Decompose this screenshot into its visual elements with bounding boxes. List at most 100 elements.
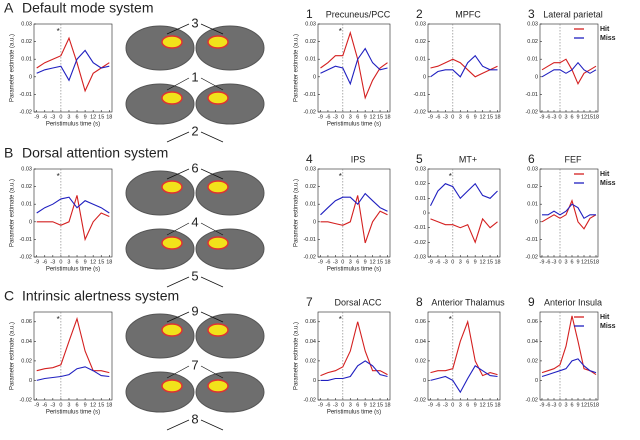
x-tick-label: 0 bbox=[59, 259, 62, 265]
x-tick-label: 18 bbox=[106, 259, 112, 265]
y-axis-label: Parameter estimate (a.u.) bbox=[294, 179, 300, 247]
x-tick-label: -9 bbox=[318, 259, 323, 265]
panel-number: 7 bbox=[306, 295, 313, 309]
pointer bbox=[166, 222, 190, 236]
panel-number: 2 bbox=[416, 7, 423, 21]
activation bbox=[207, 379, 229, 393]
y-tick-label: 0.02 bbox=[21, 358, 32, 364]
brain-label: 2 bbox=[191, 123, 198, 138]
y-tick-label: 0.06 bbox=[305, 319, 316, 325]
x-tick-label: -9 bbox=[428, 114, 433, 120]
x-tick-label: 0 bbox=[451, 114, 454, 120]
x-tick-label: -3 bbox=[333, 114, 338, 120]
brain bbox=[125, 313, 195, 359]
x-tick-label: 18 bbox=[494, 259, 500, 265]
pointer bbox=[200, 311, 224, 323]
row-title: Default mode system bbox=[22, 0, 154, 16]
x-tick-label: 0 bbox=[341, 402, 344, 408]
y-tick-label: -0.02 bbox=[303, 109, 316, 115]
series-line bbox=[36, 366, 110, 381]
panel-number: 8 bbox=[416, 295, 423, 309]
brain bbox=[125, 228, 195, 270]
plot-frame bbox=[33, 23, 113, 113]
y-axis-label: Parameter estimate (a.u.) bbox=[10, 179, 16, 247]
x-axis-label: Peristimulus time (s) bbox=[327, 410, 381, 416]
panel-title: IPS bbox=[351, 154, 366, 164]
x-tick-label: 9 bbox=[474, 114, 477, 120]
x-tick-label: -3 bbox=[552, 114, 557, 120]
y-tick-label: -0.01 bbox=[413, 92, 426, 98]
x-axis-label: Peristimulus time (s) bbox=[46, 267, 100, 273]
x-tick-label: -6 bbox=[546, 114, 551, 120]
y-tick-label: 0 bbox=[29, 74, 32, 80]
x-tick-label: 15 bbox=[487, 402, 493, 408]
brain-label: 9 bbox=[191, 303, 198, 318]
legend-label: Miss bbox=[600, 35, 616, 42]
pointer bbox=[200, 276, 224, 288]
y-tick-label: -0.02 bbox=[525, 397, 538, 403]
y-tick-label: 0.02 bbox=[305, 39, 316, 45]
x-tick-label: 15 bbox=[587, 402, 593, 408]
x-tick-label: -3 bbox=[50, 402, 55, 408]
y-tick-label: 0 bbox=[313, 219, 316, 225]
x-tick-label: 9 bbox=[576, 114, 579, 120]
plot-frame bbox=[427, 168, 501, 258]
x-tick-label: 18 bbox=[593, 259, 599, 265]
x-tick-label: -9 bbox=[540, 402, 545, 408]
brain bbox=[195, 313, 265, 359]
panel-title: Precuneus/PCC bbox=[326, 9, 391, 19]
x-tick-label: 9 bbox=[364, 114, 367, 120]
significance: * bbox=[57, 315, 60, 324]
y-tick-label: 0.01 bbox=[415, 57, 426, 63]
series-line bbox=[430, 365, 498, 394]
y-tick-label: 0.03 bbox=[21, 21, 32, 27]
activation bbox=[161, 379, 183, 393]
pointer bbox=[200, 77, 224, 91]
x-tick-label: 3 bbox=[349, 402, 352, 408]
x-tick-label: 18 bbox=[593, 402, 599, 408]
x-tick-label: 6 bbox=[466, 259, 469, 265]
y-tick-label: -0.02 bbox=[413, 109, 426, 115]
x-tick-label: -3 bbox=[552, 402, 557, 408]
x-tick-label: 12 bbox=[90, 114, 96, 120]
series-line bbox=[320, 195, 388, 244]
y-tick-label: 0.01 bbox=[305, 202, 316, 208]
pointer bbox=[200, 222, 224, 236]
y-tick-label: 0.04 bbox=[527, 339, 538, 345]
series-line bbox=[430, 182, 498, 206]
x-tick-label: 6 bbox=[570, 114, 573, 120]
x-tick-label: 12 bbox=[370, 402, 376, 408]
x-tick-label: -9 bbox=[34, 402, 39, 408]
pointer bbox=[200, 131, 224, 143]
y-tick-label: 0.02 bbox=[415, 39, 426, 45]
x-tick-label: 9 bbox=[576, 259, 579, 265]
y-tick-label: -0.02 bbox=[19, 109, 32, 115]
x-axis-label: Peristimulus time (s) bbox=[46, 122, 100, 128]
y-tick-label: 0.04 bbox=[305, 339, 316, 345]
x-tick-label: -3 bbox=[333, 402, 338, 408]
y-tick-label: 0.03 bbox=[527, 21, 538, 27]
y-tick-label: 0 bbox=[29, 219, 32, 225]
y-axis-label: Parameter estimate (a.u.) bbox=[294, 34, 300, 102]
x-tick-label: -6 bbox=[435, 402, 440, 408]
x-tick-label: 9 bbox=[364, 402, 367, 408]
pointer bbox=[200, 365, 224, 379]
activation bbox=[207, 35, 229, 49]
x-tick-label: 6 bbox=[76, 402, 79, 408]
x-tick-label: 12 bbox=[581, 402, 587, 408]
significance: * bbox=[339, 27, 342, 36]
x-axis-label: Peristimulus time (s) bbox=[46, 410, 100, 416]
x-tick-label: 12 bbox=[370, 114, 376, 120]
series-line bbox=[36, 36, 110, 93]
y-tick-label: 0.02 bbox=[415, 358, 426, 364]
activation bbox=[207, 180, 229, 194]
significance: * bbox=[57, 27, 60, 36]
plot-frame bbox=[33, 311, 113, 401]
pointer bbox=[166, 77, 190, 91]
plot-frame bbox=[427, 23, 501, 113]
series-line bbox=[36, 49, 110, 82]
brain bbox=[125, 83, 195, 125]
y-tick-label: -0.02 bbox=[19, 254, 32, 260]
legend-label: Hit bbox=[600, 314, 610, 321]
x-tick-label: 0 bbox=[341, 259, 344, 265]
